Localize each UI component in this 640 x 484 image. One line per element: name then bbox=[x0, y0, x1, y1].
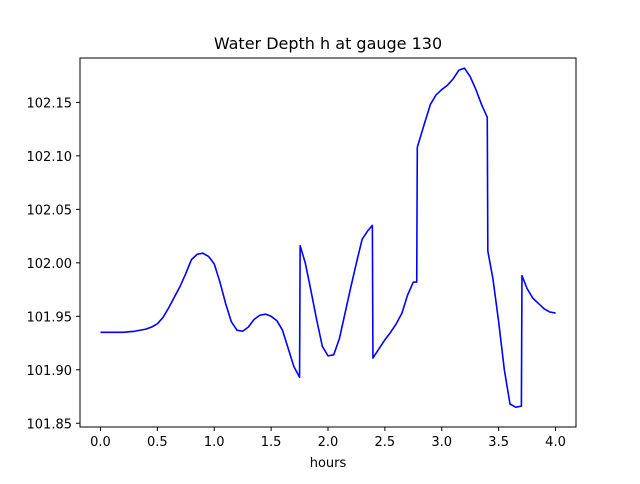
x-tick-label: 2.5 bbox=[375, 435, 396, 450]
x-tick-label: 1.0 bbox=[204, 435, 225, 450]
x-tick-label: 0.5 bbox=[147, 435, 168, 450]
x-tick-label: 0.0 bbox=[90, 435, 111, 450]
y-axis: 101.85 101.90 101.95 102.00 102.05 102.10 102.… bbox=[27, 96, 80, 432]
x-tick-label: 2.0 bbox=[318, 435, 339, 450]
y-tick-label: 102.10 bbox=[27, 150, 73, 165]
x-tick-label: 3.0 bbox=[431, 435, 452, 450]
y-tick-label: 101.90 bbox=[27, 364, 73, 379]
chart-title: Water Depth h at gauge 130 bbox=[214, 34, 442, 53]
x-axis-label: hours bbox=[310, 456, 347, 471]
x-tick-label: 3.5 bbox=[488, 435, 509, 450]
series-line bbox=[100, 67, 556, 409]
x-axis: 0.0 0.5 1.0 1.5 2.0 2.5 3.0 3.5 4.0 bbox=[90, 427, 566, 450]
y-tick-label: 101.95 bbox=[27, 310, 73, 325]
y-tick-label: 102.05 bbox=[27, 203, 73, 218]
series-layer bbox=[100, 67, 556, 409]
y-tick-label: 102.15 bbox=[27, 96, 73, 111]
x-tick-label: 4.0 bbox=[545, 435, 566, 450]
x-tick-label: 1.5 bbox=[261, 435, 282, 450]
y-tick-label: 101.85 bbox=[27, 417, 73, 432]
y-tick-label: 102.00 bbox=[27, 257, 73, 272]
